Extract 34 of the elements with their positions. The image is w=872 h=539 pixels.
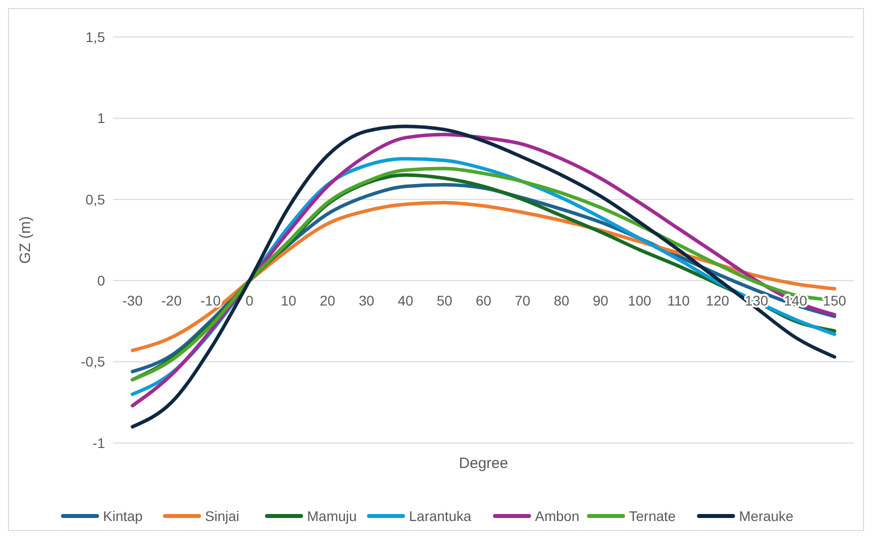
x-tick-label: 150 (822, 292, 846, 309)
x-tick-label: 50 (436, 292, 452, 309)
legend-label: Larantuka (409, 508, 472, 524)
y-tick-label: 0,5 (86, 191, 106, 208)
y-tick-label: 0 (97, 272, 106, 288)
x-tick-label: 30 (358, 292, 374, 309)
x-tick-label: 20 (320, 292, 336, 309)
y-tick-label: 1,5 (86, 28, 106, 45)
y-axis-title: GZ (m) (17, 216, 34, 264)
x-tick-label: 140 (784, 292, 808, 309)
y-tick-label: -0,5 (80, 354, 106, 370)
y-tick-label: 1 (97, 110, 106, 126)
x-tick-label: 100 (628, 292, 652, 309)
x-tick-label: 80 (554, 292, 570, 309)
legend-label: Merauke (739, 508, 794, 524)
legend-label: Kintap (103, 508, 143, 524)
legend-label: Ambon (535, 508, 580, 524)
x-tick-label: 60 (476, 292, 492, 309)
x-tick-label: -10 (200, 292, 221, 309)
x-tick-label: 40 (398, 292, 414, 309)
x-tick-label: 0 (246, 292, 254, 309)
legend-label: Ternate (629, 508, 676, 524)
x-tick-label: 90 (592, 292, 608, 309)
legend-label: Mamuju (307, 508, 357, 524)
x-tick-label: 70 (514, 292, 530, 309)
x-tick-label: -30 (122, 292, 143, 309)
x-tick-label: 130 (744, 292, 768, 309)
y-tick-label: -1 (92, 434, 106, 451)
x-tick-label: 10 (280, 292, 296, 309)
x-tick-label: -20 (161, 292, 182, 309)
x-tick-label: 110 (667, 292, 690, 309)
legend-label: Sinjai (205, 508, 240, 524)
x-axis-title: Degree (458, 455, 508, 472)
x-tick-label: 120 (706, 292, 730, 309)
